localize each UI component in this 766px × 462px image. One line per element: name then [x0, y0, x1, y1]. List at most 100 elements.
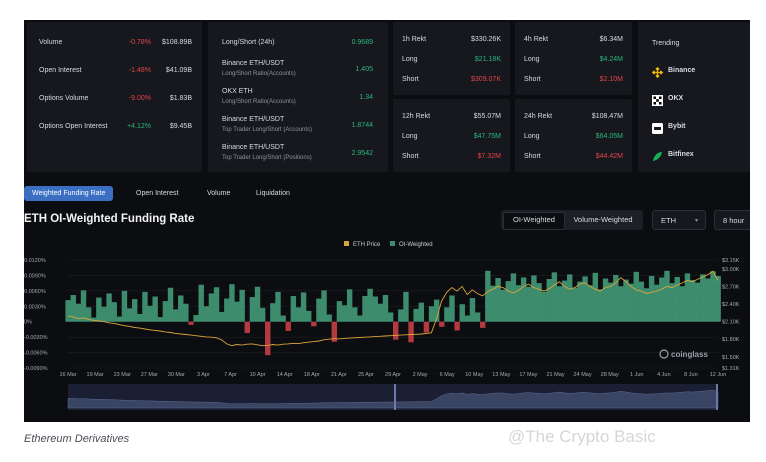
x-tick: 16 Mar: [59, 372, 76, 378]
bitfinex-icon: [652, 149, 663, 161]
y-left-tick: -0.0060%: [24, 351, 48, 357]
funding-bar: [454, 321, 460, 331]
toggle-volume-weighted[interactable]: Volume-Weighted: [573, 215, 633, 224]
rekt-long: $21.18K: [474, 56, 501, 63]
toggle-oi-weighted[interactable]: OI-Weighted: [503, 212, 565, 230]
x-tick: 3 Apr: [197, 372, 210, 378]
y-right-tick: $1.50K: [722, 355, 740, 361]
funding-bar: [91, 317, 97, 322]
ratio-title: Binance ETH/USDT: [222, 60, 285, 67]
funding-bar: [111, 302, 117, 322]
coinglass-icon: [659, 349, 669, 359]
funding-bar: [597, 289, 604, 322]
tab-liquidation[interactable]: Liquidation: [256, 190, 290, 197]
funding-bar: [224, 298, 230, 322]
funding-bar: [357, 315, 363, 322]
funding-bar: [254, 286, 261, 322]
funding-bar: [510, 273, 517, 322]
x-tick: 21 Apr: [331, 372, 347, 378]
ratio-subtitle: Top Trader Long/Short (Accounts): [222, 127, 313, 133]
funding-bar: [602, 278, 609, 322]
funding-bar: [142, 291, 148, 322]
funding-bar: [520, 277, 527, 322]
asset-select[interactable]: ETH ▾: [652, 210, 706, 230]
tab-volume[interactable]: Volume: [207, 190, 231, 197]
ratio-value: 1.405: [355, 66, 373, 73]
funding-bar: [480, 321, 486, 328]
trending-item-bybit[interactable]: Bybit: [668, 123, 686, 130]
funding-bar: [623, 279, 629, 322]
legend-label: ETH Price: [353, 242, 381, 248]
stat-label: Options Open Interest: [39, 123, 108, 130]
funding-bar: [382, 294, 389, 322]
funding-bar: [449, 295, 455, 322]
funding-bar: [126, 308, 133, 322]
ratio-subtitle: Top Trader Long/Short (Positions): [222, 155, 312, 161]
x-tick: 7 Apr: [224, 372, 237, 378]
legend-label: OI-Weighted: [399, 242, 433, 248]
ratio-title: Binance ETH/USDT: [222, 116, 285, 123]
navigator-handle-left[interactable]: [394, 384, 396, 410]
y-left-tick: 0.0090%: [24, 273, 46, 279]
series-oi-weighted: [65, 270, 721, 356]
funding-bar: [485, 270, 491, 322]
funding-bar: [234, 301, 240, 322]
rekt-total: $55.07M: [473, 113, 501, 120]
x-tick: 28 May: [601, 372, 619, 378]
rekt-long: $47.75M: [473, 133, 501, 140]
funding-bar: [336, 301, 343, 322]
y-left-tick: -0.0090%: [24, 366, 48, 372]
funding-bar: [592, 272, 599, 322]
funding-bar: [464, 315, 471, 322]
x-tick: 6 May: [440, 372, 455, 378]
funding-bar: [694, 282, 701, 322]
stat-value: $108.89B: [162, 39, 192, 46]
funding-bar: [203, 306, 210, 322]
funding-bar: [218, 311, 225, 322]
funding-bar: [352, 307, 358, 322]
funding-bar: [551, 272, 558, 322]
rekt-period: 12h Rekt: [402, 113, 431, 120]
navigator-handle-right[interactable]: [716, 384, 718, 410]
coinglass-label: coinglass: [671, 350, 708, 359]
funding-bar: [393, 321, 399, 340]
trending-item-bitfinex[interactable]: Bitfinex: [668, 151, 694, 158]
ratio-subtitle: Long/Short Ratio(Accounts): [222, 99, 296, 105]
rekt-short: $309.07K: [471, 76, 501, 83]
site-watermark: @The Crypto Basic: [508, 427, 656, 446]
rekt-total: $330.26K: [471, 36, 501, 43]
interval-select[interactable]: 8 hour: [714, 210, 750, 230]
trending-item-okx[interactable]: OKX: [668, 95, 684, 102]
funding-bar: [700, 274, 706, 322]
range-navigator[interactable]: [67, 384, 719, 410]
binance-icon: [651, 65, 664, 79]
okx-icon: [652, 93, 663, 106]
x-tick: 4 Jun: [657, 372, 670, 378]
funding-bar: [259, 307, 266, 322]
funding-bar: [326, 314, 332, 322]
funding-bar: [413, 308, 419, 322]
funding-bar: [131, 299, 138, 322]
funding-bar: [101, 306, 107, 322]
funding-bar: [669, 283, 675, 322]
funding-bar: [418, 302, 425, 322]
funding-bar: [239, 289, 245, 322]
trending-item-binance[interactable]: Binance: [668, 67, 696, 74]
funding-bar: [408, 321, 414, 343]
tab-open-interest[interactable]: Open Interest: [136, 190, 179, 197]
funding-bar: [172, 309, 179, 322]
stat-change: +4.12%: [127, 123, 151, 130]
x-tick: 13 May: [492, 372, 510, 378]
stat-value: $1.83B: [169, 95, 192, 102]
tab-weighted-funding-rate[interactable]: Weighted Funding Rate: [24, 186, 114, 201]
funding-bar: [638, 281, 645, 322]
stat-label: Open Interest: [39, 67, 82, 74]
funding-bar: [300, 292, 307, 322]
chart-tabs: Weighted Funding Rate Open Interest Volume…: [24, 183, 750, 203]
funding-bar: [377, 303, 384, 322]
funding-bar: [162, 301, 169, 322]
funding-bar: [423, 321, 430, 333]
rekt-period: 4h Rekt: [524, 36, 549, 43]
x-tick: 10 May: [465, 372, 483, 378]
funding-bar: [305, 310, 312, 322]
